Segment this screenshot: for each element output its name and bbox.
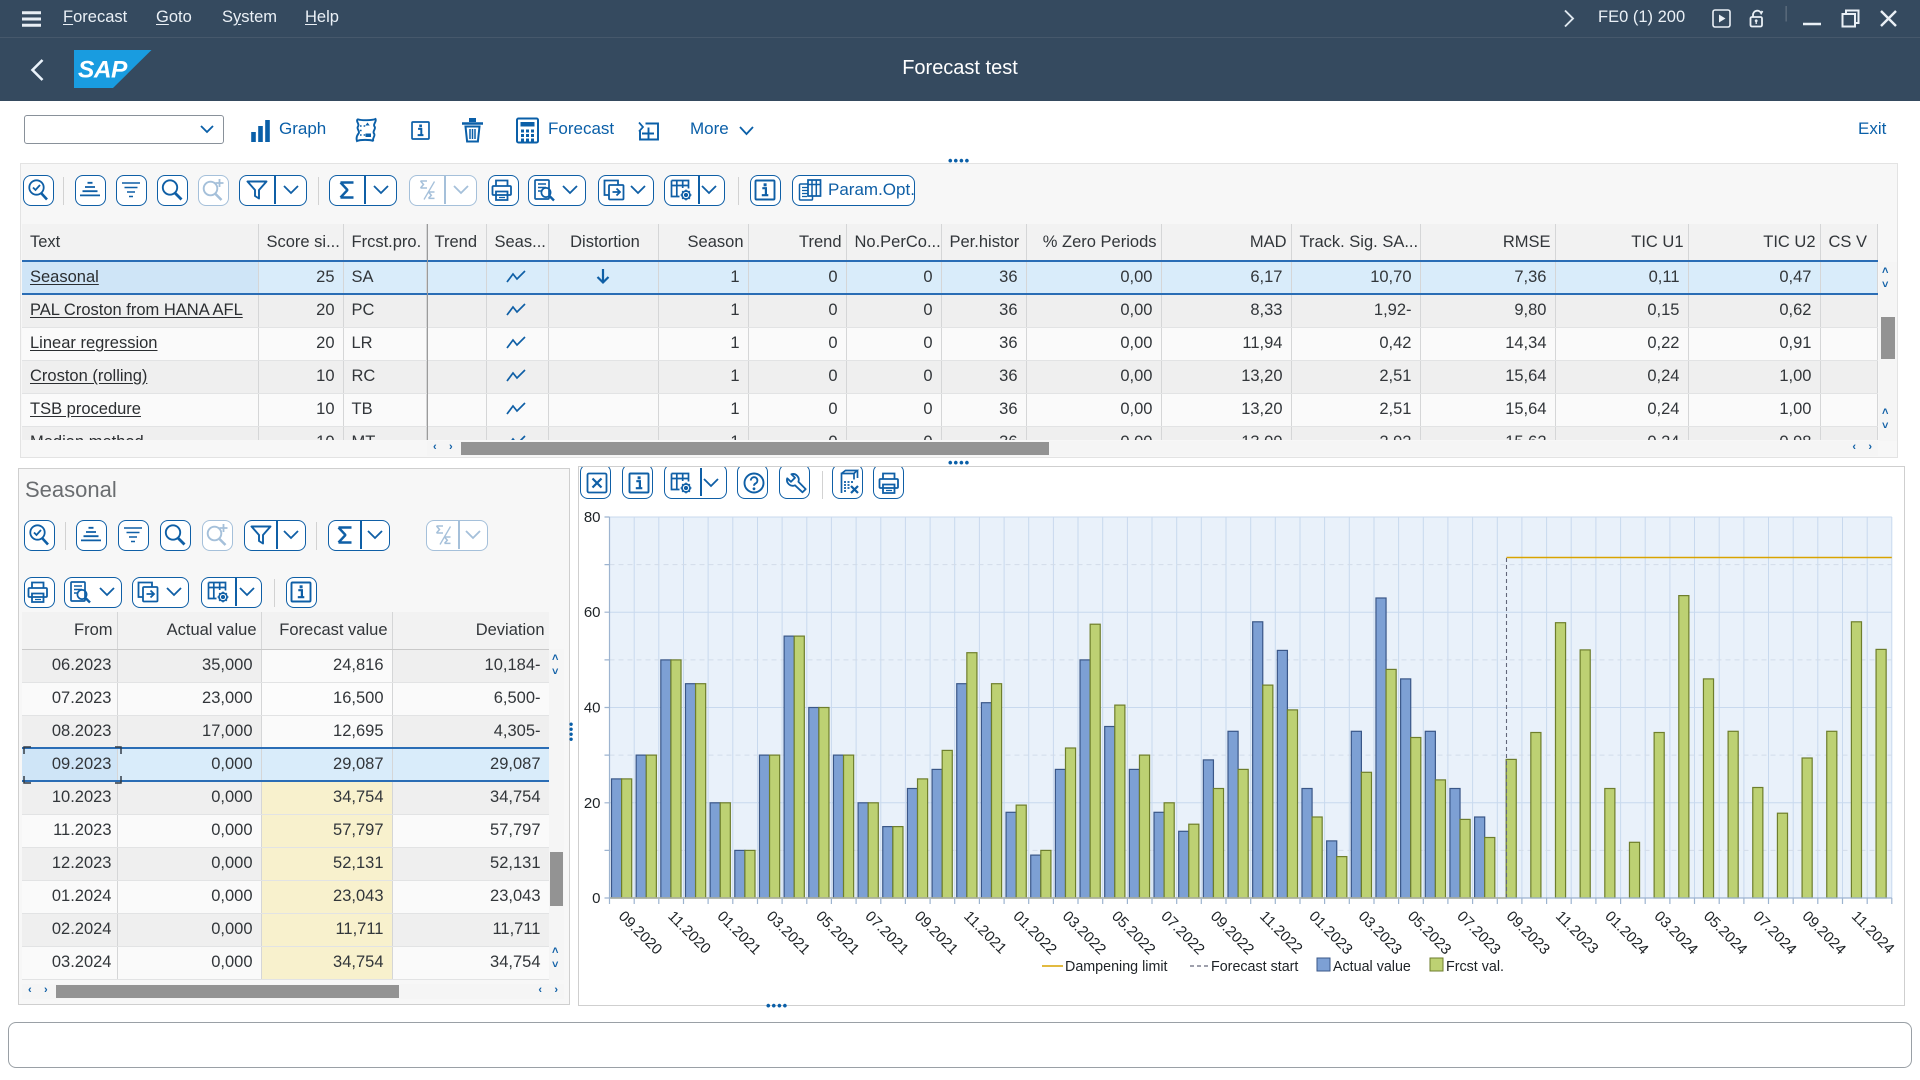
svg-text:SAP: SAP bbox=[78, 57, 128, 84]
svg-text:40: 40 bbox=[584, 700, 601, 717]
svg-text:09.2023: 09.2023 bbox=[1503, 908, 1553, 958]
svg-text:03.2022: 03.2022 bbox=[1059, 908, 1109, 958]
svg-text:01.2023: 01.2023 bbox=[1305, 908, 1355, 958]
svg-text:60: 60 bbox=[584, 604, 601, 621]
svg-text:09.2020: 09.2020 bbox=[615, 908, 665, 958]
svg-text:Actual value: Actual value bbox=[1333, 959, 1411, 975]
svg-text:01.2021: 01.2021 bbox=[714, 908, 764, 958]
svg-text:03.2021: 03.2021 bbox=[763, 908, 813, 958]
svg-text:09.2021: 09.2021 bbox=[911, 908, 961, 958]
svg-text:09.2024: 09.2024 bbox=[1799, 908, 1849, 958]
svg-text:01.2024: 01.2024 bbox=[1601, 908, 1651, 958]
svg-text:Frcst val.: Frcst val. bbox=[1446, 959, 1504, 975]
svg-text:07.2022: 07.2022 bbox=[1157, 908, 1207, 958]
svg-text:05.2021: 05.2021 bbox=[812, 908, 862, 958]
svg-text:80: 80 bbox=[584, 509, 601, 526]
svg-text:05.2022: 05.2022 bbox=[1108, 908, 1158, 958]
svg-text:07.2023: 07.2023 bbox=[1453, 908, 1503, 958]
svg-text:0: 0 bbox=[592, 890, 600, 907]
svg-text:11.2022: 11.2022 bbox=[1256, 908, 1306, 958]
svg-text:11.2023: 11.2023 bbox=[1552, 908, 1602, 958]
svg-text:01.2022: 01.2022 bbox=[1010, 908, 1060, 958]
svg-text:05.2023: 05.2023 bbox=[1404, 908, 1454, 958]
svg-text:Dampening limit: Dampening limit bbox=[1065, 959, 1168, 975]
svg-text:20: 20 bbox=[584, 795, 601, 812]
svg-text:07.2024: 07.2024 bbox=[1749, 908, 1799, 958]
svg-text:09.2022: 09.2022 bbox=[1207, 908, 1257, 958]
svg-text:Forecast start: Forecast start bbox=[1211, 959, 1298, 975]
svg-text:11.2020: 11.2020 bbox=[664, 908, 714, 958]
svg-text:11.2021: 11.2021 bbox=[960, 908, 1010, 958]
svg-text:03.2023: 03.2023 bbox=[1355, 908, 1405, 958]
svg-text:05.2024: 05.2024 bbox=[1700, 908, 1750, 958]
svg-text:07.2021: 07.2021 bbox=[862, 908, 912, 958]
svg-text:03.2024: 03.2024 bbox=[1651, 908, 1701, 958]
svg-text:11.2024: 11.2024 bbox=[1848, 908, 1898, 958]
